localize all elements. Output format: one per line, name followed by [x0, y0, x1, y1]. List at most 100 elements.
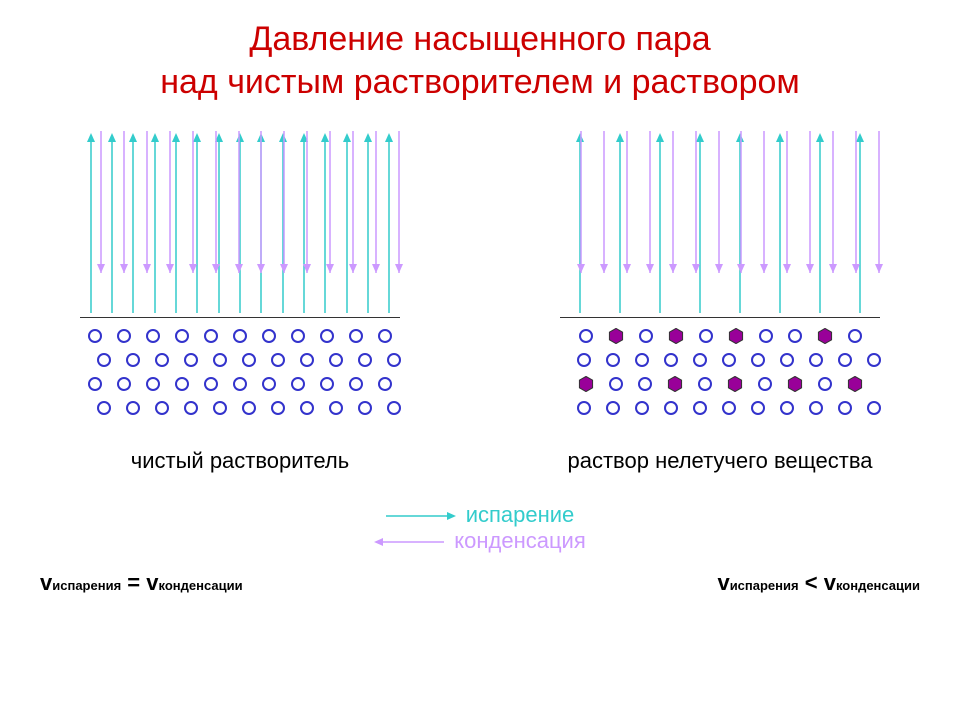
- legend-evap-label: испарение: [466, 502, 575, 528]
- solvent-molecule-icon: [329, 353, 343, 367]
- solvent-molecule-icon: [638, 377, 652, 391]
- surface-line-right: [560, 317, 880, 318]
- panels-row: чистый растворитель раствор нелетучего в…: [0, 103, 960, 474]
- condensation-arrow: [805, 123, 815, 273]
- solute-molecule-icon: [847, 376, 863, 392]
- solvent-molecule-icon: [358, 353, 372, 367]
- solvent-molecule-icon: [88, 329, 102, 343]
- solvent-molecule-icon: [387, 353, 401, 367]
- equations-row: vиспарения = vконденсации vиспарения < v…: [0, 554, 960, 596]
- condensation-arrow: [576, 123, 586, 273]
- solvent-molecule-icon: [722, 353, 736, 367]
- molecule-row: [550, 398, 890, 418]
- solvent-molecule-icon: [213, 353, 227, 367]
- solvent-molecule-icon: [175, 329, 189, 343]
- molecule-row: [550, 374, 890, 394]
- solvent-molecule-icon: [809, 401, 823, 415]
- solvent-molecule-icon: [117, 329, 131, 343]
- solvent-molecule-icon: [204, 329, 218, 343]
- molecule-row: [70, 326, 410, 346]
- solvent-molecule-icon: [698, 377, 712, 391]
- condensation-arrow: [622, 123, 632, 273]
- solvent-molecule-icon: [88, 377, 102, 391]
- solvent-molecule-icon: [155, 401, 169, 415]
- arrow-area-left: [80, 123, 400, 313]
- condensation-arrow: [256, 123, 266, 273]
- condensation-arrow: [668, 123, 678, 273]
- panel-label-left: чистый растворитель: [40, 448, 440, 474]
- evaporation-arrow: [815, 133, 825, 313]
- solvent-molecule-icon: [848, 329, 862, 343]
- solvent-molecule-icon: [175, 377, 189, 391]
- condensation-arrow: [119, 123, 129, 273]
- panel-solution: раствор нелетучего вещества: [520, 123, 920, 474]
- condensation-arrow: [736, 123, 746, 273]
- solvent-molecule-icon: [262, 329, 276, 343]
- solute-molecule-icon: [668, 328, 684, 344]
- condensation-arrow: [211, 123, 221, 273]
- condensation-arrow: [188, 123, 198, 273]
- solvent-molecule-icon: [271, 353, 285, 367]
- condensation-arrow: [759, 123, 769, 273]
- evaporation-arrow: [107, 133, 117, 313]
- solvent-molecule-icon: [577, 353, 591, 367]
- molecule-row: [550, 326, 890, 346]
- solvent-molecule-icon: [291, 377, 305, 391]
- solvent-molecule-icon: [204, 377, 218, 391]
- condensation-arrow: [325, 123, 335, 273]
- molecule-grid-left: [70, 326, 410, 418]
- solvent-molecule-icon: [693, 353, 707, 367]
- solvent-molecule-icon: [722, 401, 736, 415]
- evaporation-arrow: [86, 133, 96, 313]
- solvent-molecule-icon: [809, 353, 823, 367]
- solvent-molecule-icon: [242, 353, 256, 367]
- legend-condensation: конденсация: [0, 528, 960, 554]
- solvent-molecule-icon: [751, 401, 765, 415]
- solvent-molecule-icon: [320, 329, 334, 343]
- surface-line-left: [80, 317, 400, 318]
- legend-cond-arrow: [374, 528, 444, 554]
- condensation-arrow: [874, 123, 884, 273]
- page-title: Давление насыщенного пара над чистым рас…: [0, 0, 960, 103]
- legend-evap-arrow: [386, 502, 456, 528]
- solute-molecule-icon: [728, 328, 744, 344]
- equation-left: vиспарения = vконденсации: [40, 570, 243, 596]
- solvent-molecule-icon: [126, 353, 140, 367]
- solvent-molecule-icon: [97, 353, 111, 367]
- legend: испарение конденсация: [0, 502, 960, 554]
- condensation-arrow: [645, 123, 655, 273]
- solvent-molecule-icon: [97, 401, 111, 415]
- solvent-molecule-icon: [117, 377, 131, 391]
- equation-right: vиспарения < vконденсации: [717, 570, 920, 596]
- solvent-molecule-icon: [635, 401, 649, 415]
- solvent-molecule-icon: [639, 329, 653, 343]
- solvent-molecule-icon: [213, 401, 227, 415]
- molecule-grid-right: [550, 326, 890, 418]
- solvent-molecule-icon: [378, 377, 392, 391]
- solvent-molecule-icon: [664, 353, 678, 367]
- condensation-arrow: [165, 123, 175, 273]
- title-line-1: Давление насыщенного пара: [0, 18, 960, 61]
- solvent-molecule-icon: [271, 401, 285, 415]
- solvent-molecule-icon: [751, 353, 765, 367]
- solvent-molecule-icon: [126, 401, 140, 415]
- title-line-2: над чистым растворителем и раствором: [0, 61, 960, 104]
- evaporation-arrow: [655, 133, 665, 313]
- solvent-molecule-icon: [579, 329, 593, 343]
- solvent-molecule-icon: [635, 353, 649, 367]
- solvent-molecule-icon: [759, 329, 773, 343]
- solvent-molecule-icon: [262, 377, 276, 391]
- legend-evaporation: испарение: [0, 502, 960, 528]
- solvent-molecule-icon: [300, 401, 314, 415]
- molecule-row: [70, 350, 410, 370]
- solute-molecule-icon: [787, 376, 803, 392]
- solvent-molecule-icon: [155, 353, 169, 367]
- solute-molecule-icon: [727, 376, 743, 392]
- solvent-molecule-icon: [606, 353, 620, 367]
- panel-pure-solvent: чистый растворитель: [40, 123, 440, 474]
- condensation-arrow: [96, 123, 106, 273]
- condensation-arrow: [348, 123, 358, 273]
- solvent-molecule-icon: [184, 401, 198, 415]
- molecule-row: [70, 398, 410, 418]
- solvent-molecule-icon: [146, 329, 160, 343]
